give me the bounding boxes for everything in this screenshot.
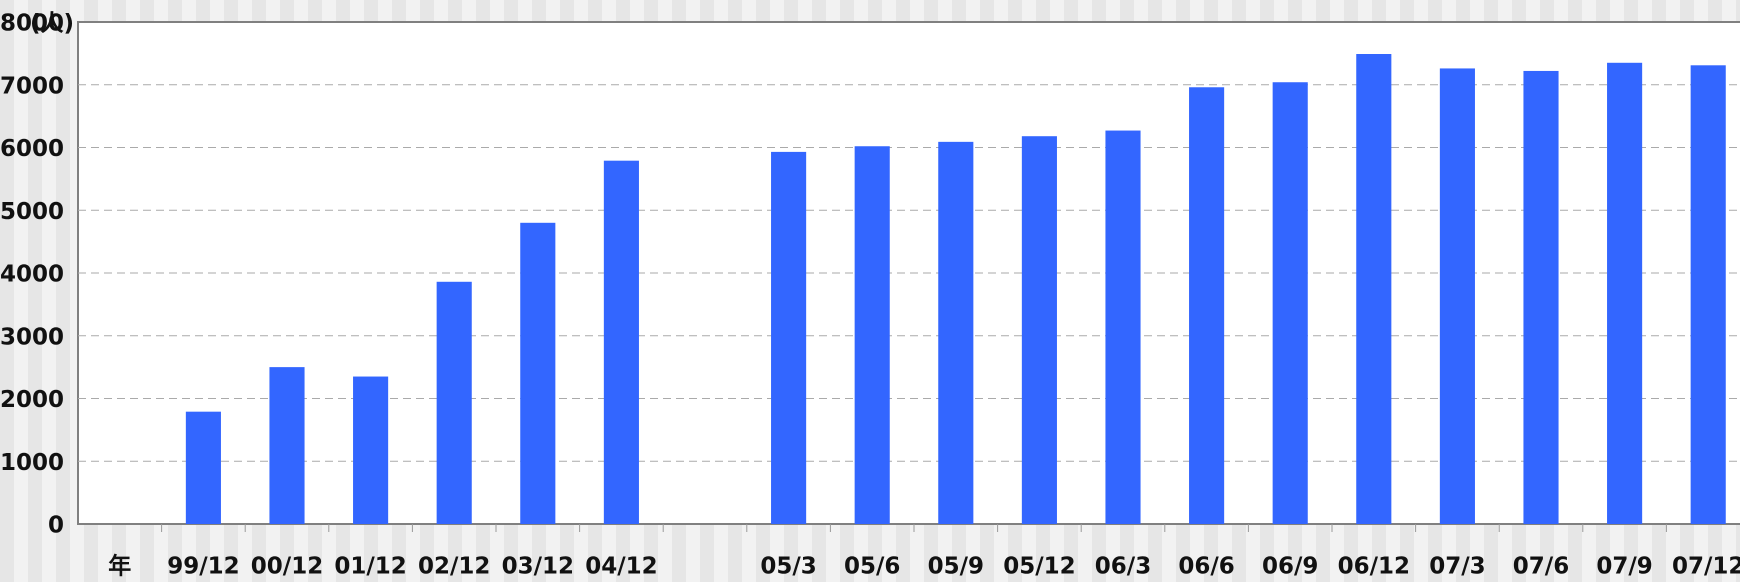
- x-tick-label: 05/9: [928, 554, 984, 580]
- bar: [603, 160, 639, 525]
- y-tick-label: 4000: [0, 262, 64, 288]
- x-tick-label: 07/6: [1513, 554, 1569, 580]
- x-tick-label: 04/12: [585, 554, 657, 580]
- bar: [1356, 54, 1392, 524]
- x-tick-label: 年: [108, 553, 131, 580]
- bar: [1523, 70, 1559, 524]
- bar: [938, 141, 974, 525]
- x-tick-label: 07/12: [1672, 554, 1740, 580]
- y-tick-label: 2000: [0, 387, 64, 413]
- bar: [1272, 82, 1308, 525]
- x-tick-label: 05/12: [1003, 554, 1075, 580]
- bar: [854, 146, 890, 524]
- x-tick-label: 00/12: [251, 554, 323, 580]
- bar: [1439, 68, 1475, 524]
- y-tick-label: 6000: [0, 136, 64, 162]
- x-tick-label: 03/12: [502, 554, 574, 580]
- x-tick-label: 01/12: [334, 554, 406, 580]
- x-tick-label: 06/3: [1095, 554, 1151, 580]
- y-tick-label: 3000: [0, 324, 64, 350]
- x-tick-label: 06/6: [1178, 554, 1234, 580]
- bar: [1189, 87, 1225, 524]
- bar: [1021, 136, 1057, 524]
- bar: [269, 367, 305, 524]
- x-tick-label: 07/3: [1429, 554, 1485, 580]
- x-tick-label: 06/9: [1262, 554, 1318, 580]
- x-tick-label: 02/12: [418, 554, 490, 580]
- y-tick-label: 7000: [0, 73, 64, 99]
- x-tick-label: 05/3: [760, 554, 816, 580]
- bar: [436, 281, 472, 524]
- y-axis-label: (人): [30, 11, 74, 37]
- bar: [771, 151, 807, 524]
- x-tick-label: 07/9: [1596, 554, 1652, 580]
- bar: [1690, 65, 1726, 525]
- x-tick-label: 06/12: [1338, 554, 1410, 580]
- y-tick-label: 1000: [0, 450, 64, 476]
- bar: [1607, 62, 1643, 524]
- y-tick-label: 0: [48, 513, 64, 539]
- bar: [353, 376, 389, 524]
- x-tick-label: 99/12: [167, 554, 239, 580]
- bar: [520, 222, 556, 525]
- y-tick-label: 5000: [0, 199, 64, 225]
- x-tick-label: 05/6: [844, 554, 900, 580]
- bar: [185, 411, 221, 524]
- y-tick-label: 8000: [0, 11, 64, 37]
- bar: [1105, 130, 1141, 524]
